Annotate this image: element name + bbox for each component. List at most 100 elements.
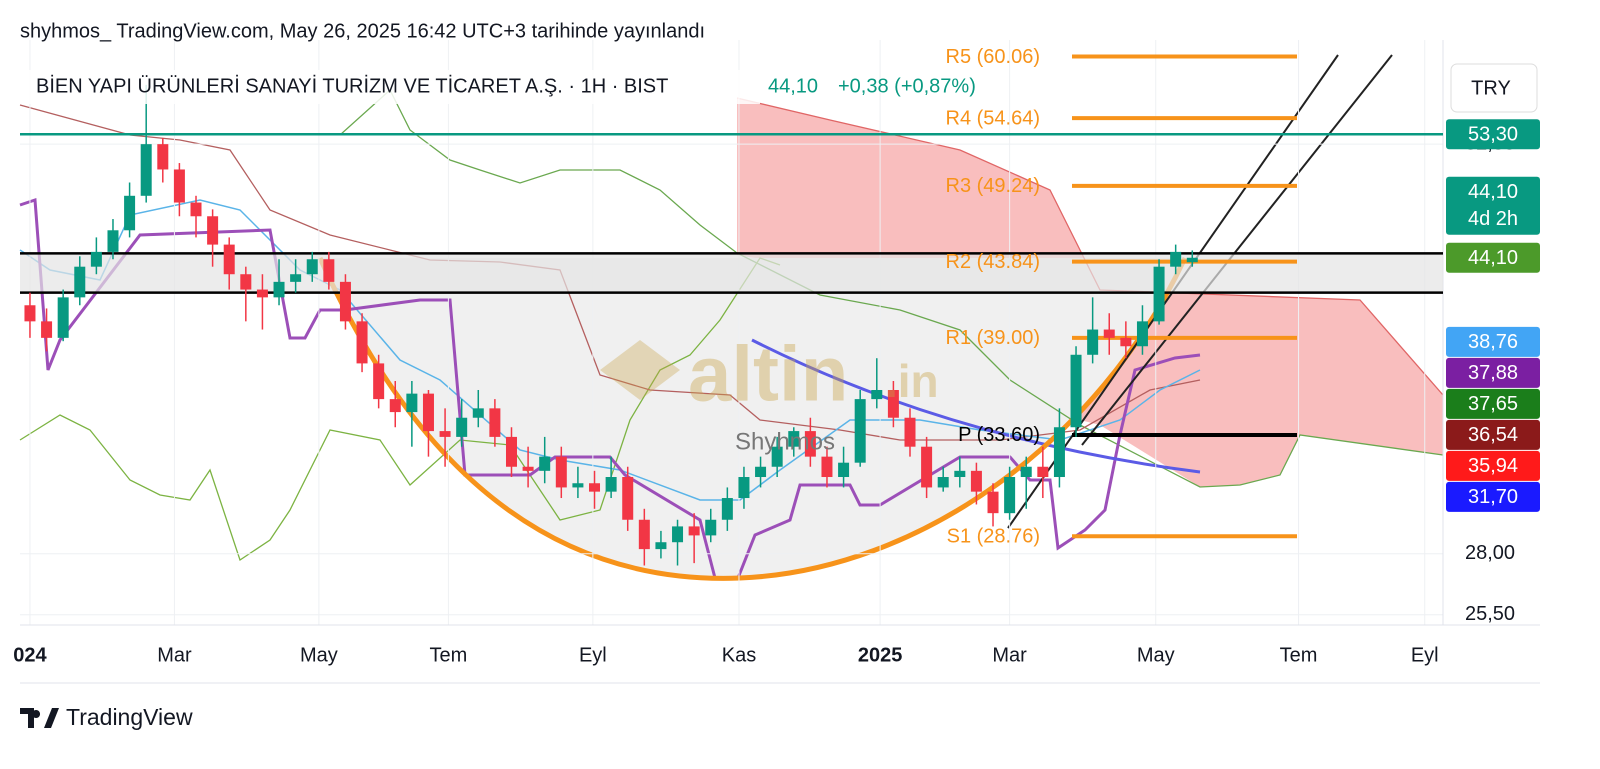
price-label-box [1446, 176, 1540, 235]
candle-body [1004, 477, 1016, 514]
candle-body [240, 274, 252, 290]
price-label: 53,30 [1468, 124, 1518, 146]
candle-body [373, 363, 385, 400]
candle-body [472, 408, 484, 418]
price-label-box [1446, 119, 1540, 150]
y-tick-label: 28,00 [1465, 542, 1515, 564]
price-change: +0,38 (+0,87%) [838, 75, 976, 97]
candle-body [572, 483, 584, 488]
candle-body [904, 417, 916, 447]
candle-body [1103, 329, 1115, 338]
candle-body [1186, 257, 1198, 263]
candle-body [489, 408, 501, 437]
x-tick-label: Eyl [1411, 644, 1439, 666]
watermark-logo [600, 340, 680, 400]
currency[interactable]: TRY [1471, 77, 1511, 99]
candle-body [688, 526, 700, 536]
candle-body [987, 491, 999, 514]
x-tick-label: Mar [157, 644, 192, 666]
price-label: 35,94 [1468, 455, 1518, 477]
price-label-box [1446, 388, 1540, 419]
candle-body [290, 274, 302, 282]
pivot-label: R5 (60.06) [946, 46, 1041, 68]
candle-body [389, 399, 401, 413]
candle-body [589, 483, 601, 492]
price-label-box [1446, 419, 1540, 450]
candle-body [356, 321, 368, 364]
pivot-label: R4 (54.64) [946, 107, 1041, 129]
candle-body [157, 144, 169, 170]
candle-body [406, 393, 418, 413]
span-line [736, 97, 1444, 396]
base-line [19, 104, 1201, 441]
symbol: BİEN YAPI ÜRÜNLERİ SANAYİ TURİZM VE TİCA… [36, 74, 668, 97]
candle-body [323, 259, 335, 282]
candle-body [755, 466, 767, 478]
candle-body [804, 431, 816, 457]
trend-curve [751, 338, 1201, 474]
price-label: 44,10 [1468, 247, 1518, 269]
price-label: 31,70 [1468, 486, 1518, 508]
candle-body [788, 431, 800, 447]
candle-body [821, 456, 833, 478]
currency-box[interactable] [1450, 63, 1538, 113]
candle-body [622, 477, 634, 520]
price-label: 37,88 [1468, 362, 1518, 384]
publisher: shyhmos_ TradingView.com, May 26, 2025 1… [20, 20, 705, 42]
x-tick-label: Tem [1280, 644, 1318, 666]
footer-logo: TradingView [66, 704, 193, 730]
candle-body [456, 417, 468, 437]
pivot-label: S1 (28.76) [947, 526, 1040, 548]
price-label-box [1446, 242, 1540, 273]
x-tick-label: May [300, 644, 338, 666]
candle-body [854, 399, 866, 463]
watermark-author: Shyhmos [735, 428, 835, 455]
x-tick-label: Tem [429, 644, 467, 666]
candle-body [505, 436, 517, 467]
grid [20, 40, 1540, 626]
candle-body [1170, 251, 1182, 267]
candle-body [1037, 466, 1049, 478]
price-label-box [1446, 481, 1540, 512]
candle-body [937, 477, 949, 488]
x-tick-label: Kas [722, 644, 756, 666]
candle-body [1070, 354, 1082, 428]
candle-body [887, 390, 899, 418]
pivot-label: R1 (39.00) [946, 327, 1041, 349]
candle-body [173, 169, 185, 203]
axes: 024 Mar May Tem Eyl Kas 2025 Mar May Tem Eyl 25,50 2… [13, 119, 1540, 666]
lagging-line [19, 257, 781, 562]
price-label: 38,76 [1468, 331, 1518, 353]
candle-body [124, 195, 136, 231]
price-label: 36,54 [1468, 424, 1518, 446]
candle-body [1153, 266, 1165, 322]
candle-body [339, 281, 351, 322]
candle-body [1136, 321, 1148, 347]
price-label-sub: 4d 2h [1468, 208, 1518, 230]
levels: R5 (60.06) R4 (54.64) R3 (49.24) R2 (43.84)… [20, 46, 1443, 548]
candle-body [605, 477, 617, 492]
y-tick-label: 25,50 [1465, 603, 1515, 625]
candle-body [1087, 329, 1099, 355]
candle-body [738, 477, 750, 499]
candle-body [672, 526, 684, 543]
watermark-brand: altin [688, 330, 848, 418]
candle-body [721, 498, 733, 520]
candle-body [838, 462, 850, 478]
price-label-box [1446, 326, 1540, 357]
candle-body [970, 470, 982, 492]
watermark-suffix: .in [885, 355, 939, 407]
candle-body [638, 519, 650, 550]
price-label: 37,65 [1468, 393, 1518, 415]
candle-body [555, 456, 567, 488]
candle-body [921, 446, 933, 488]
candle-body [273, 281, 285, 298]
candle-body [107, 230, 119, 252]
pivot-label: P (33.60) [958, 424, 1040, 446]
candle-body [207, 216, 219, 245]
tradingview-logo [20, 708, 59, 728]
candle-body [705, 519, 717, 536]
candle-body [655, 542, 667, 550]
candle-body [190, 202, 202, 217]
